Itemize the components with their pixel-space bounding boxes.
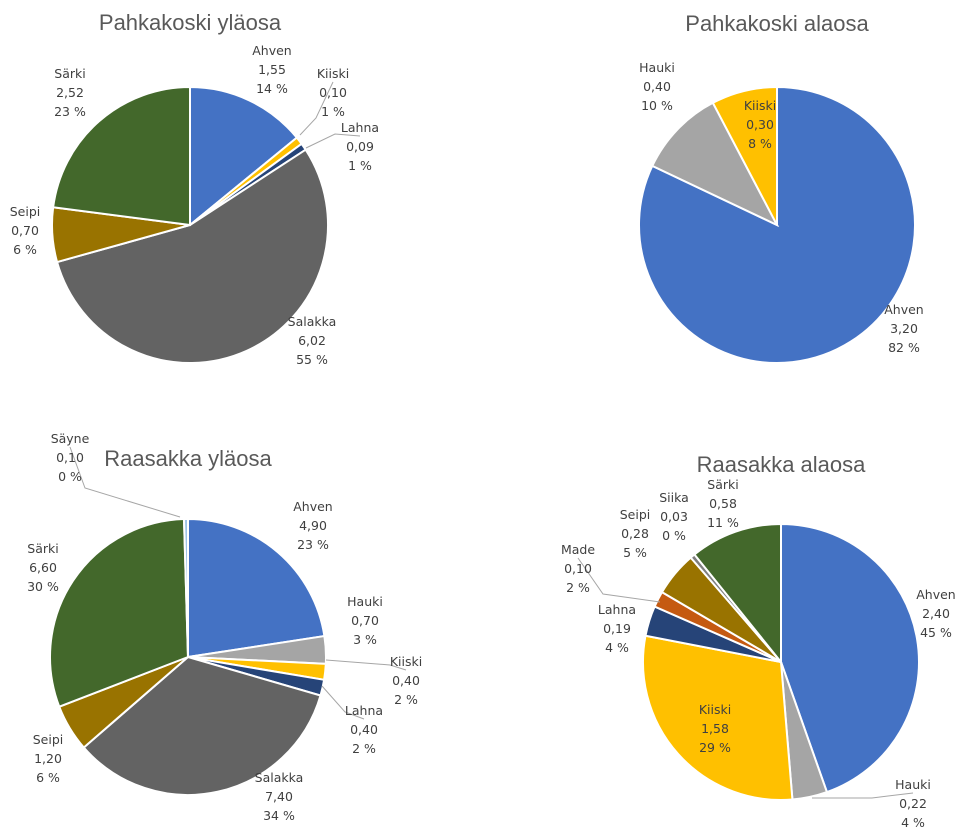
chart-1-label-seipi: Seipi 0,70 6 % (10, 204, 41, 257)
chart-1-slice-salakka (55, 148, 329, 364)
chart-3-leader-sayne (69, 446, 181, 518)
chart-2-label-hauki: Hauki 0,40 10 % (639, 60, 675, 113)
chart-3-label-hauki: Hauki 0,70 3 % (347, 594, 383, 647)
chart-3-label-ahven: Ahven 4,90 23 % (293, 499, 332, 552)
chart-3-slice-sayne (182, 517, 189, 658)
chart-2-label-kiiski: Kiiski 0,30 8 % (744, 98, 776, 151)
chart-1-label-lahna: Lahna 0,09 1 % (341, 120, 379, 173)
chart-3-slice-sarki (49, 518, 190, 709)
chart-2-slice-hauki (650, 101, 780, 228)
chart-4-label-hauki: Hauki 0,22 4 % (895, 777, 931, 830)
chart-1-slice-sarki (52, 85, 191, 227)
chart-3-label-lahna: Lahna 0,40 2 % (345, 703, 383, 756)
chart-1-leader-lahna (305, 133, 361, 149)
chart-1-leader-kiiski (299, 81, 334, 136)
chart-4-label-siika: Siika 0,03 0 % (659, 490, 689, 543)
chart-4-label-ahven: Ahven 2,40 45 % (916, 587, 955, 640)
chart-3-slice-ahven (187, 517, 326, 659)
chart-3-label-kiiski: Kiiski 0,40 2 % (390, 654, 422, 707)
chart-3-label-sayne: Säyne 0,10 0 % (51, 431, 90, 484)
chart-4-slice-ahven (780, 522, 920, 794)
chart-1-label-sarki: Särki 2,52 23 % (54, 66, 86, 119)
chart-3-label-seipi: Seipi 1,20 6 % (33, 732, 64, 785)
chart-4-slice-sarki (693, 522, 782, 665)
chart-1-label-ahven: Ahven 1,55 14 % (252, 43, 291, 96)
chart-3-title: Raasakka yläosa (104, 446, 272, 471)
chart-1-label-salakka: Salakka 6,02 55 % (288, 314, 337, 367)
chart-4-slice-kiiski (642, 634, 794, 801)
chart-3-slice-salakka (82, 655, 322, 796)
chart-2-title: Pahkakoski alaosa (685, 11, 869, 36)
chart-marks: Ahven 1,55 14 % Kiiski 0,10 1 %Lahna 0,09 1 % Sa… (10, 43, 956, 830)
chart-4-label-seipi: Seipi 0,28 5 % (620, 507, 651, 560)
chart-4-label-lahna: Lahna 0,19 4 % (598, 602, 636, 655)
chart-4-label-made: Made 0,10 2 % (561, 542, 595, 595)
chart-3-leader-lahna (321, 685, 365, 720)
chart-3-leader-kiiski (325, 659, 407, 671)
chart-4-label-sarki: Särki 0,58 11 % (707, 477, 739, 530)
chart-4-title: Raasakka alaosa (697, 452, 867, 477)
chart-2-slice-kiiski (711, 85, 778, 226)
chart-4-leader-hauki (812, 792, 914, 799)
chart-4-label-kiiski: Kiiski 1,58 29 % (699, 702, 731, 755)
chart-1-title: Pahkakoski yläosa (99, 10, 282, 35)
chart-1-label-kiiski: Kiiski 0,10 1 % (317, 66, 349, 119)
chart-4-leader-made (577, 557, 661, 603)
chart-1-slice-ahven (189, 85, 299, 228)
chart-2-label-ahven: Ahven 3,20 82 % (884, 302, 923, 355)
chart-3-label-sarki: Särki 6,60 30 % (27, 541, 59, 594)
chart-3-label-salakka: Salakka 7,40 34 % (255, 770, 304, 823)
